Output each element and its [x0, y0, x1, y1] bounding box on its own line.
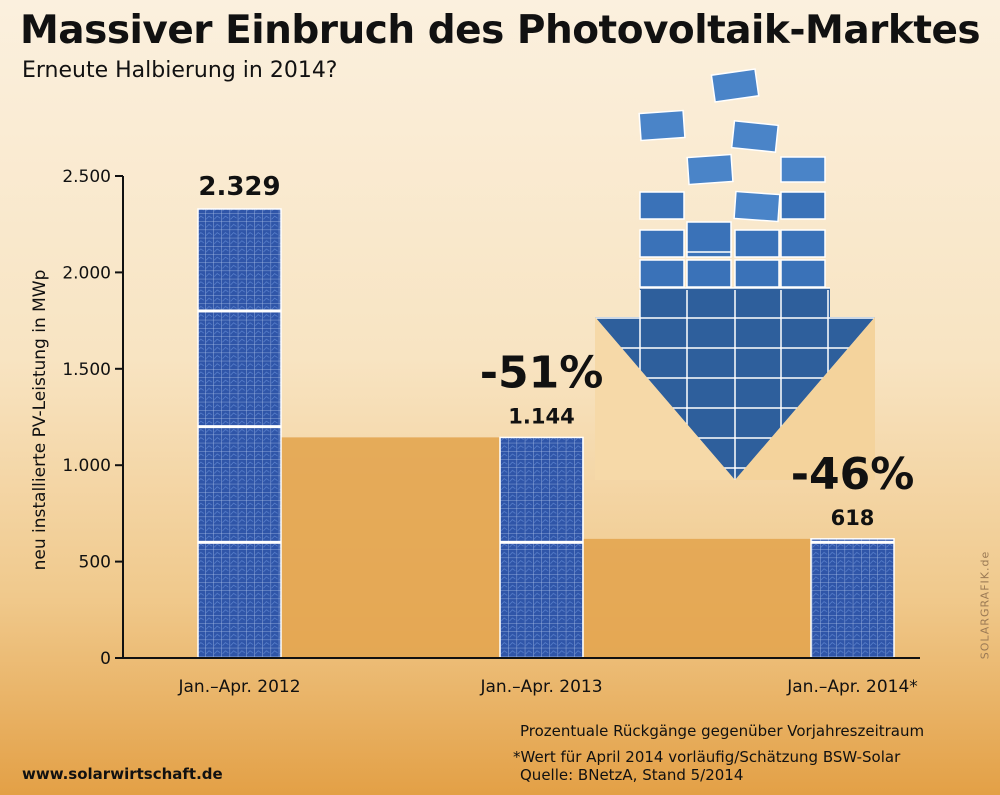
chart-title: Massiver Einbruch des Photovoltaik-Markt… [20, 8, 981, 53]
step-background [281, 437, 894, 658]
bar-1 [197, 208, 282, 659]
y-tick-label: 2.500 [62, 167, 111, 187]
x-tick-label: Jan.–Apr. 2012 [177, 677, 300, 697]
value-label: 1.144 [508, 404, 574, 428]
note-estimate: *Wert für April 2014 vorläufig/Schätzung… [513, 748, 901, 766]
bar-3 [810, 538, 895, 659]
change-label: -51% [480, 347, 604, 398]
down-arrow-icon [595, 68, 875, 480]
watermark: SOLARGRAFIK.de [978, 550, 992, 660]
chart-subtitle: Erneute Halbierung in 2014? [22, 58, 338, 83]
y-tick-label: 2.000 [62, 263, 111, 283]
note-percent: Prozentuale Rückgänge gegenüber Vorjahre… [520, 722, 925, 740]
y-tick-label: 0 [100, 649, 111, 669]
value-label: 2.329 [198, 172, 280, 202]
bar-2 [499, 436, 584, 659]
y-axis-label: neu installierte PV-Leistung in MWp [30, 269, 50, 571]
x-tick-label: Jan.–Apr. 2013 [479, 677, 602, 697]
y-tick-label: 1.500 [62, 360, 111, 380]
website-link[interactable]: www.solarwirtschaft.de [22, 765, 223, 783]
change-label: -46% [791, 449, 915, 500]
y-tick-label: 500 [79, 553, 111, 573]
y-tick-label: 1.000 [62, 456, 111, 476]
note-source: Quelle: BNetzA, Stand 5/2014 [520, 766, 744, 784]
x-tick-label: Jan.–Apr. 2014* [786, 677, 918, 697]
value-label: 618 [831, 506, 875, 530]
